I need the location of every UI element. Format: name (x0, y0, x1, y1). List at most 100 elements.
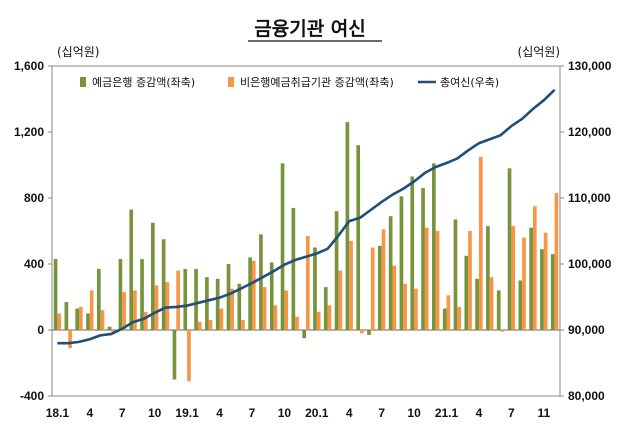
right-tick-label: 80,000 (568, 389, 605, 403)
bank-bar-2018-01 (53, 259, 58, 330)
line-layer (57, 88, 556, 345)
left-tick-label: 800 (24, 191, 44, 205)
bank-bar-2018-06 (107, 326, 112, 330)
nonbank-bar-2018-03 (79, 306, 83, 330)
bank-bar-2020-03 (334, 211, 339, 330)
bank-bar-2018-03 (75, 308, 80, 330)
left-tick-label: 400 (24, 257, 44, 271)
bank-bar-2019-09 (269, 262, 274, 330)
bank-bar-2019-11 (291, 207, 296, 330)
x-tick-label: 7 (508, 406, 515, 420)
left-axis-unit: (십억원) (57, 45, 99, 59)
bank-bar-2021-09 (529, 227, 533, 330)
x-tick-label: 10 (278, 406, 292, 420)
bank-bar-2018-12 (172, 330, 177, 380)
nonbank-bar-2021-11 (554, 193, 559, 330)
x-tick-label: 19.1 (175, 406, 199, 420)
nonbank-bar-2020-07 (381, 229, 386, 330)
bank-bar-2018-04 (86, 313, 90, 330)
bank-bar-2020-05 (356, 145, 361, 330)
right-tick-label: 130,000 (568, 59, 612, 73)
nonbank-bar-2020-09 (403, 283, 407, 330)
nonbank-bar-2020-10 (414, 288, 418, 330)
nonbank-bar-2020-02 (327, 305, 332, 330)
nonbank-bar-2020-01 (316, 311, 321, 330)
nonbank-bar-2019-08 (262, 287, 267, 330)
nonbank-bar-2021-01 (446, 295, 451, 330)
bank-bar-2019-03 (205, 277, 209, 330)
plot-border (51, 65, 561, 397)
x-tick-label: 4 (216, 406, 223, 420)
bank-bar-2021-01 (442, 308, 447, 330)
x-tick-label: 4 (86, 406, 93, 420)
nonbank-bar-2018-07 (122, 292, 126, 330)
nonbank-bar-2019-11 (295, 316, 299, 330)
bank-bar-2019-10 (280, 163, 285, 330)
nonbank-bar-2018-04 (89, 290, 94, 330)
nonbank-bar-2020-03 (338, 270, 343, 330)
nonbank-bar-2021-03 (468, 231, 472, 330)
nonbank-bar-2018-05 (100, 310, 105, 330)
legend-swatch (228, 77, 234, 87)
bank-bar-2020-10 (410, 176, 415, 330)
nonbank-bar-2021-08 (522, 237, 526, 330)
bank-bar-2020-07 (377, 245, 382, 330)
nonbank-bar-2021-06 (500, 330, 505, 332)
x-tick-label: 10 (407, 406, 421, 420)
nonbank-bar-2021-10 (543, 232, 548, 330)
bank-bar-2019-07 (248, 257, 252, 330)
bank-bar-2020-12 (432, 163, 436, 330)
left-tick-label: 0 (37, 323, 44, 337)
bank-bar-2021-02 (453, 219, 458, 330)
nonbank-bar-2020-05 (360, 330, 364, 334)
legend-label: 예금은행 증감액(좌축) (92, 76, 195, 89)
nonbank-bar-2021-02 (457, 306, 461, 330)
axis-layer: -400 0 400 800 1,200 1,600 80,000 90,000 100,000… (14, 59, 612, 420)
chart-title: 금융기관 여신 (254, 18, 366, 40)
bank-bar-2018-11 (161, 239, 166, 330)
legend-label: 비은행예금취급기관 증감액(좌축) (240, 76, 394, 89)
right-tick-label: 110,000 (568, 191, 611, 205)
bars-layer (53, 122, 559, 382)
nonbank-bar-2019-12 (306, 235, 310, 330)
legend: 예금은행 증감액(좌축) 비은행예금취급기관 증감액(좌축) 총여신(우축) (80, 76, 499, 89)
bank-bar-2020-11 (421, 188, 425, 330)
right-tick-label: 100,000 (568, 257, 612, 271)
x-tick-label: 7 (249, 406, 256, 420)
nonbank-bar-2019-01 (187, 330, 191, 382)
nonbank-bar-2019-02 (197, 321, 202, 330)
legend-swatch (80, 77, 86, 87)
bank-bar-2021-07 (507, 168, 512, 330)
bank-bar-2019-05 (226, 264, 231, 330)
bank-bar-2021-05 (486, 226, 490, 330)
bank-bar-2018-09 (140, 259, 144, 330)
nonbank-bar-2018-10 (154, 285, 159, 330)
bank-bar-2021-10 (540, 249, 544, 330)
bank-bar-2021-03 (464, 255, 469, 330)
left-tick-label: 1,200 (14, 125, 44, 139)
nonbank-bar-2021-04 (478, 156, 483, 330)
bank-bar-2019-12 (302, 330, 306, 339)
nonbank-bar-2019-04 (219, 308, 224, 330)
bank-bar-2018-05 (96, 268, 101, 330)
nonbank-bar-2020-04 (349, 240, 353, 330)
bank-bar-2018-10 (151, 222, 155, 330)
nonbank-bar-2018-02 (68, 330, 72, 349)
bank-bar-2021-06 (496, 290, 501, 330)
x-tick-label: 7 (378, 406, 385, 420)
bank-bar-2019-04 (215, 278, 220, 330)
bank-bar-2020-04 (345, 122, 350, 330)
bank-bar-2019-01 (183, 268, 188, 330)
nonbank-bar-2021-09 (532, 206, 537, 330)
x-tick-label: 20.1 (305, 406, 329, 420)
nonbank-bar-2018-09 (143, 311, 148, 330)
x-tick-label: 7 (119, 406, 126, 420)
left-tick-label: -400 (20, 389, 44, 403)
nonbank-bar-2020-08 (392, 265, 397, 330)
right-axis-unit: (십억원) (518, 45, 560, 59)
bank-bar-2019-02 (194, 268, 198, 330)
nonbank-bar-2018-01 (57, 313, 62, 330)
x-tick-label: 18.1 (46, 406, 70, 420)
nonbank-bar-2019-06 (241, 320, 245, 330)
